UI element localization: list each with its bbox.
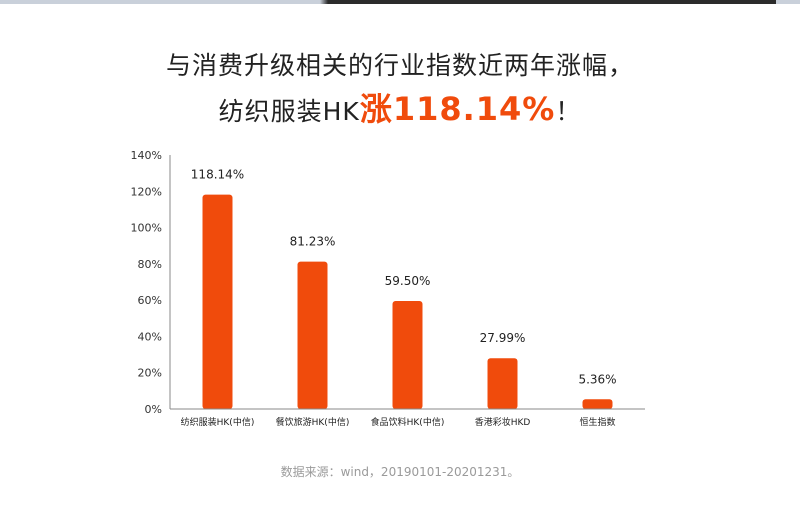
y-tick-label: 80% [138,258,162,271]
bar [392,301,423,409]
y-tick-label: 140% [131,149,162,162]
x-tick-label: 香港彩妆HKD [475,416,531,428]
bar-value-label: 59.50% [385,274,431,288]
x-tick-label: 食品饮料HK(中信) [371,416,445,428]
source-note: 数据来源：wind，20190101-20201231。 [280,465,520,479]
y-tick-label: 0% [145,403,162,416]
x-tick-label: 恒生指数 [579,416,615,428]
x-tick-label: 纺织服装HK(中信) [181,416,255,428]
headline-line-1: 与消费升级相关的行业指数近两年涨幅， [165,51,634,80]
top-image-strip [0,0,800,4]
bar [582,399,613,409]
y-tick-label: 40% [138,330,162,343]
y-tick-label: 20% [138,367,162,380]
y-axis: 0% 20% 40% 60% 80% 100% 120% 140% [131,149,171,416]
y-tick-label: 120% [131,185,162,198]
headline-suffix: ！ [555,97,582,126]
bar [487,358,518,409]
bar [297,261,328,409]
headline-prefix: 纺织服装HK [218,97,360,126]
bar-value-label: 118.14% [191,168,244,182]
bar-value-label: 5.36% [578,372,616,386]
x-tick-label: 餐饮旅游HK(中信) [276,416,350,428]
bar-value-label: 81.23% [290,235,336,249]
headline-accent: 涨118.14% [359,90,556,128]
y-tick-label: 100% [131,222,162,235]
headline-line-2: 纺织服装HK涨118.14%！ [0,84,800,130]
bars-group: 118.14% 81.23% 59.50% 27.99% 5.36% [191,168,617,409]
y-tick-label: 60% [138,294,162,307]
bar [202,194,233,409]
bar-value-label: 27.99% [480,331,526,345]
x-axis: 纺织服装HK(中信) 餐饮旅游HK(中信) 食品饮料HK(中信) 香港彩妆HKD 恒生指… [170,408,645,428]
